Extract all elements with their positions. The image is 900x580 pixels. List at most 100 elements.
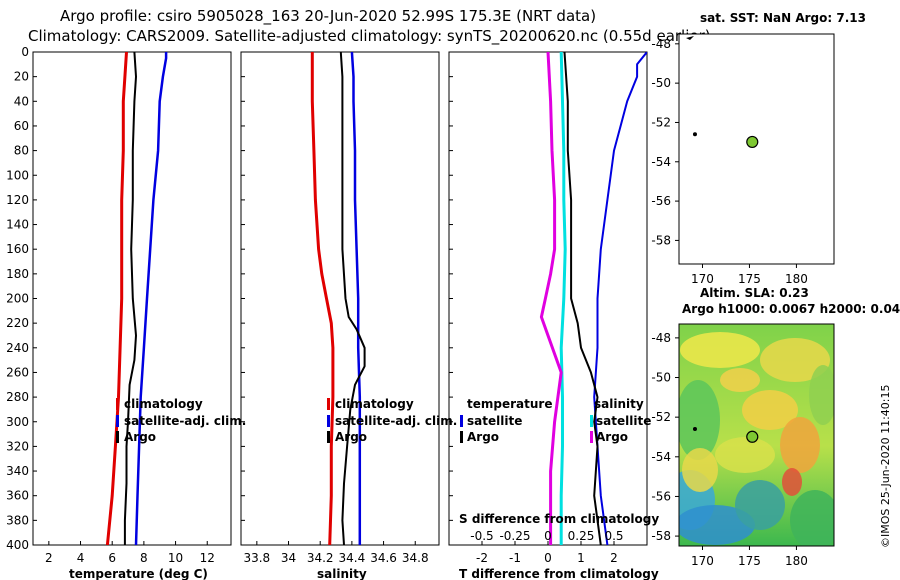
sla-anomaly-patch	[809, 365, 834, 425]
sla-map-lat-label: -50	[651, 371, 671, 385]
sla-anomaly-patch	[742, 390, 798, 430]
legend-satellite-label: satellite-adj. clim.	[124, 414, 246, 428]
sla-markers	[692, 427, 759, 443]
salinity-tick-label: 34	[281, 551, 296, 565]
sla-anomaly-patch	[715, 437, 775, 473]
sst-profile-marker	[746, 135, 759, 149]
legend-t-argo-swatch	[460, 431, 463, 443]
depth-tick-label: 20	[14, 70, 29, 84]
sla-small-dot	[692, 427, 697, 432]
sla-map-lat-label: -56	[651, 489, 671, 503]
s-difference-tick-label: -0.25	[499, 529, 530, 543]
temperature-tick-label: 6	[108, 551, 116, 565]
salinity-tick-label: 34.6	[370, 551, 397, 565]
sla-profile-marker	[746, 430, 759, 443]
figure-title: Argo profile: csiro 5905028_163 20-Jun-2…	[60, 7, 596, 26]
salinity-tick-label: 34.2	[307, 551, 334, 565]
sst-map-axes: -48 -50 -52 -54 -56 -58 170 175 180	[651, 37, 807, 286]
t-difference-tick-label: 1	[577, 551, 585, 565]
legend-s-satellite-label: satellite	[596, 414, 651, 428]
sst-map-lat-label: -54	[651, 155, 671, 169]
sla-anomaly-patch	[682, 448, 718, 492]
temperature-tick-label: 8	[140, 551, 148, 565]
legend-satellite-swatch	[116, 415, 119, 427]
depth-tick-label: 380	[6, 513, 29, 527]
legend-temperature-heading: temperature	[467, 397, 552, 411]
sla-anomaly-patch	[679, 380, 720, 460]
legend-salinity-heading: salinity	[594, 397, 644, 411]
legend-climatology-label: climatology	[335, 397, 414, 411]
depth-tick-label: 360	[6, 489, 29, 503]
depth-tick-label: 220	[6, 316, 29, 330]
s-difference-tick-label: -0.5	[470, 529, 493, 543]
legend-argo-label: Argo	[335, 430, 367, 444]
sla-anomaly-patch	[720, 368, 760, 392]
difference-panel-frame	[448, 51, 648, 546]
legend-climatology-swatch	[116, 398, 119, 410]
difference-series	[539, 52, 647, 545]
t-difference-tick-label: 0	[544, 551, 552, 565]
sst-map-lat-label: -56	[651, 194, 671, 208]
depth-tick-label: 400	[6, 538, 29, 552]
sla-anomaly-patch	[760, 338, 830, 382]
legend-argo-label: Argo	[124, 430, 156, 444]
sst-map-frame	[678, 33, 835, 265]
salinity-panel-frame	[240, 51, 440, 546]
depth-tick-label: 80	[14, 144, 29, 158]
sla-anomaly-patches	[679, 332, 834, 546]
s-difference-argo-line	[539, 52, 563, 545]
sla-map-field	[679, 324, 834, 546]
depth-tick-label: 0	[21, 45, 29, 59]
salinity-satellite-line	[350, 52, 362, 545]
legend-argo-swatch	[327, 431, 330, 443]
legend-climatology-swatch	[327, 398, 330, 410]
sst-map-lat-label: -52	[651, 115, 671, 129]
depth-tick-label: 120	[6, 193, 29, 207]
sst-map-title: sat. SST: NaN Argo: 7.13	[700, 11, 866, 25]
temperature-tick-label: 10	[168, 551, 183, 565]
sla-map-lat-label: -54	[651, 450, 671, 464]
sst-coast-fragment	[686, 36, 694, 40]
sla-anomaly-patch	[790, 490, 834, 546]
depth-tick-label: 320	[6, 439, 29, 453]
temperature-tick-label: 2	[45, 551, 53, 565]
sst-map-lon-label: 180	[785, 272, 808, 286]
difference-legend: temperature satellite Argo salinity sate…	[460, 397, 651, 444]
legend-s-satellite-swatch	[590, 415, 593, 427]
sla-anomaly-patch	[782, 468, 802, 496]
sla-map-axes: -48 -50 -52 -54 -56 -58 170 175 180	[651, 331, 807, 568]
depth-tick-label: 140	[6, 218, 29, 232]
salinity-x-axis: 33.8 34 34.2 34.4 34.6 34.8	[243, 541, 429, 565]
t-difference-xlabel: T difference from climatology	[459, 567, 659, 580]
imos-credit: ©IMOS 25-Jun-2020 11:40:15	[879, 384, 892, 548]
sst-map-lat-label: -48	[651, 37, 671, 51]
legend-argo-swatch	[116, 431, 119, 443]
depth-tick-label: 240	[6, 341, 29, 355]
s-difference-tick-label: 0.5	[604, 529, 623, 543]
legend-t-satellite-swatch	[460, 415, 463, 427]
salinity-legend: climatology satellite-adj. clim. Argo	[327, 397, 457, 444]
depth-tick-label: 340	[6, 464, 29, 478]
salinity-climatology-line	[310, 52, 335, 545]
sla-anomaly-patch	[679, 505, 755, 545]
t-difference-satellite-line	[593, 52, 647, 545]
temperature-argo-line	[123, 52, 137, 545]
salinity-xlabel: salinity	[317, 567, 367, 580]
legend-s-argo-label: Argo	[596, 430, 628, 444]
temperature-xlabel: temperature (deg C)	[69, 567, 208, 580]
s-difference-x-axis: -0.5 -0.25 0 0.25 0.5	[470, 529, 623, 543]
depth-tick-label: 200	[6, 292, 29, 306]
depth-tick-label: 280	[6, 390, 29, 404]
temperature-climatology-line	[105, 52, 128, 545]
sst-map-lon-label: 170	[691, 272, 714, 286]
salinity-tick-label: 34.8	[402, 551, 429, 565]
depth-tick-label: 260	[6, 365, 29, 379]
legend-t-argo-label: Argo	[467, 430, 499, 444]
sla-map-lon-label: 170	[691, 554, 714, 568]
s-difference-satellite-line	[559, 52, 567, 545]
sla-map-lon-label: 175	[738, 554, 761, 568]
temperature-tick-label: 4	[77, 551, 85, 565]
t-difference-tick-label: -1	[509, 551, 521, 565]
